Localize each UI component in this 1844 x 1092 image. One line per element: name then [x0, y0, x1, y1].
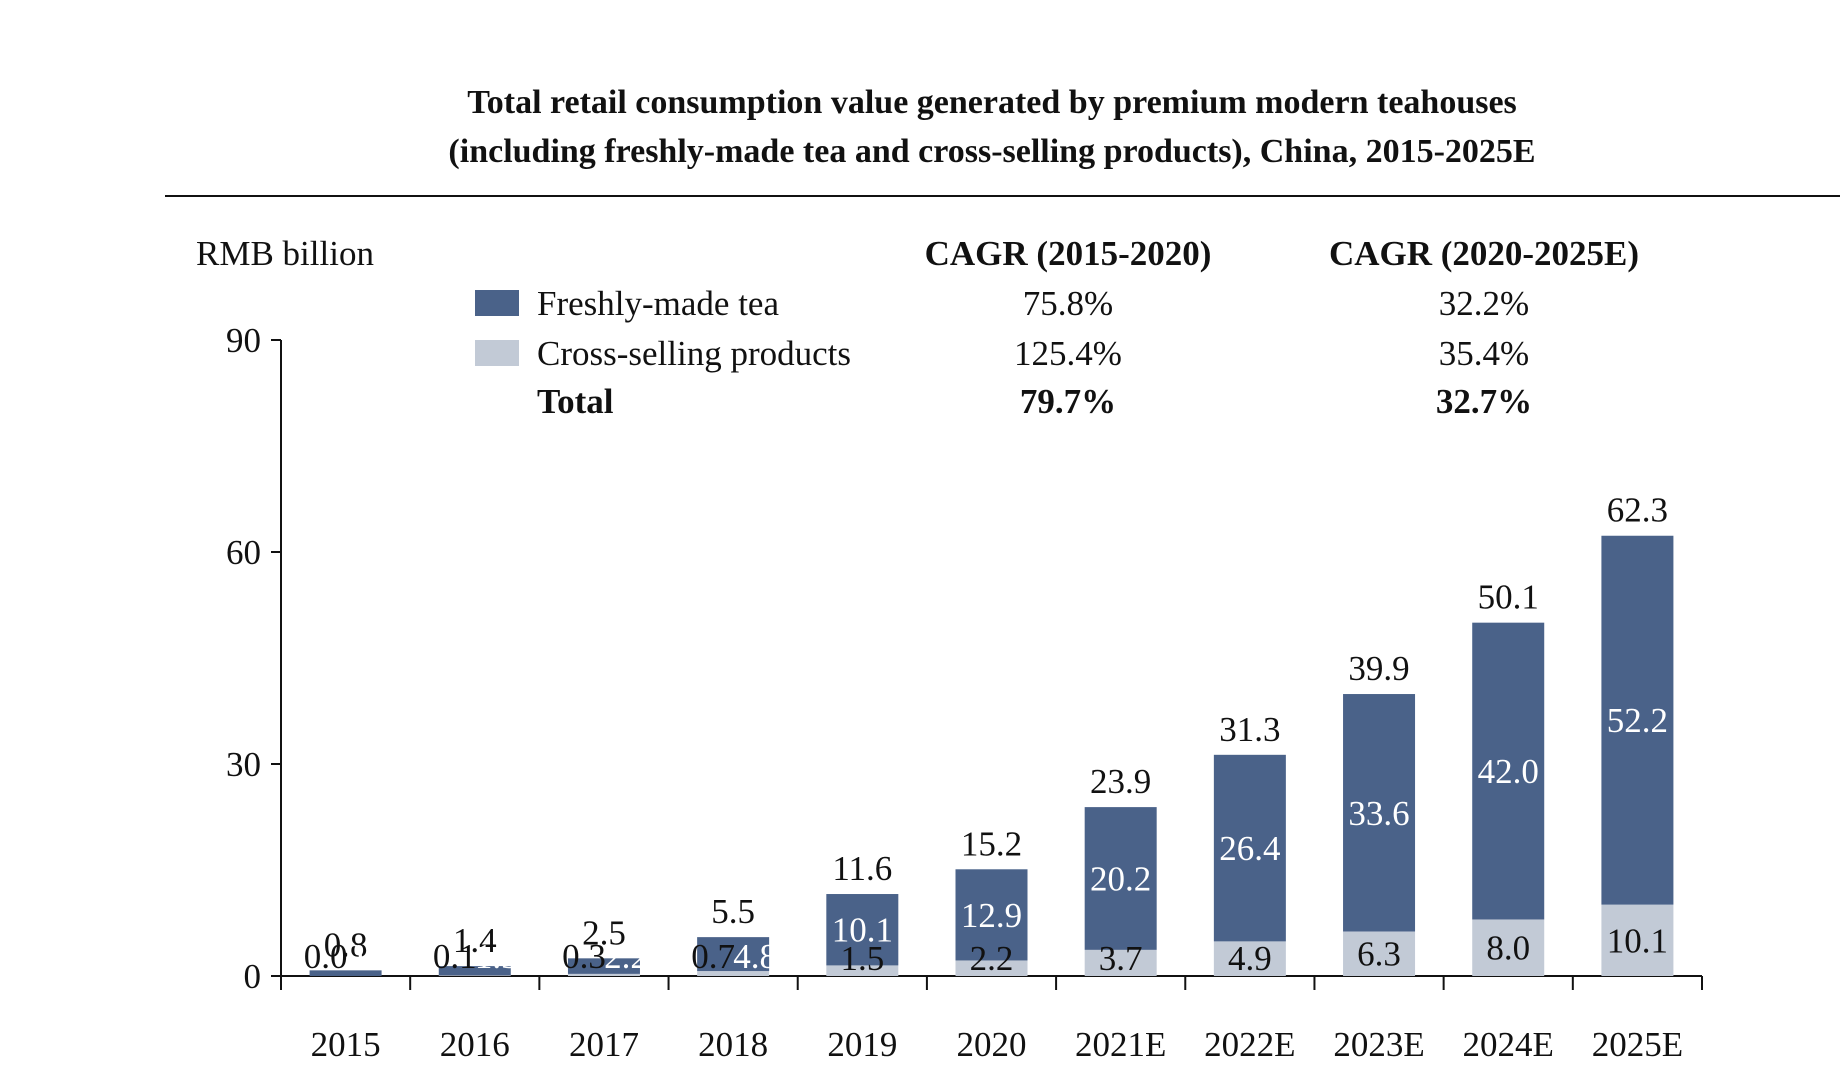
- total-label-2016: 1.4: [453, 921, 497, 960]
- tea-value-label-2021E: 20.2: [1090, 859, 1151, 898]
- chart-title-line1: Total retail consumption value generated…: [467, 84, 1517, 121]
- y-tick-label-60: 60: [226, 533, 261, 572]
- tea-value-label-2015: 0.8: [346, 937, 390, 976]
- total-label-2019: 11.6: [832, 849, 892, 888]
- unit-label: RMB billion: [196, 234, 374, 273]
- x-category-label-2015: 2015: [311, 1025, 381, 1064]
- bar-cross-2017: [567, 973, 640, 976]
- cagr-cross-2020-2025e: 35.4%: [1439, 334, 1529, 373]
- tea-value-label-2022E: 26.4: [1219, 829, 1280, 868]
- legend-label-freshly-made-tea: Freshly-made tea: [537, 284, 779, 323]
- bar-tea-2019: [826, 894, 899, 966]
- cross-value-label-2024E: 8.0: [1486, 929, 1530, 968]
- tea-value-label-2019: 10.1: [832, 911, 893, 950]
- bar-cross-2021E: [1084, 949, 1157, 976]
- legend-label-cross-selling-products: Cross-selling products: [537, 334, 851, 373]
- bar-tea-2023E: [1343, 694, 1416, 932]
- cross-value-label-2016: 0.1: [433, 937, 477, 976]
- tea-value-label-2017: 2.2: [604, 937, 648, 976]
- cross-value-label-2019: 1.5: [840, 939, 884, 978]
- tea-value-label-2020: 12.9: [961, 896, 1022, 935]
- cagr-total-2020-2025e: 32.7%: [1436, 382, 1532, 421]
- bar-tea-2022E: [1213, 754, 1286, 942]
- cross-value-label-2022E: 4.9: [1228, 939, 1272, 978]
- bar-tea-2018: [697, 937, 770, 972]
- cross-value-label-2018: 0.7: [691, 937, 735, 976]
- bars: 20150.80.00.820161.40.11.320172.50.32.22…: [304, 491, 1683, 1064]
- x-category-label-2021E: 2021E: [1075, 1025, 1166, 1064]
- cross-value-label-2020: 2.2: [970, 939, 1014, 978]
- bar-tea-2017: [567, 958, 640, 974]
- cagr-total-2015-2020: 79.7%: [1020, 382, 1116, 421]
- total-label-2023E: 39.9: [1348, 649, 1409, 688]
- total-label-2022E: 31.3: [1219, 710, 1280, 749]
- y-tick-label-0: 0: [244, 957, 262, 996]
- cross-value-label-2015: 0.0: [304, 937, 348, 976]
- cross-value-label-2017: 0.3: [562, 937, 606, 976]
- bar-tea-2025E: [1601, 535, 1674, 905]
- axes: 0 30 60 90: [226, 321, 1703, 996]
- x-category-label-2018: 2018: [698, 1025, 768, 1064]
- x-category-label-2017: 2017: [569, 1025, 639, 1064]
- cross-value-label-2025E: 10.1: [1607, 921, 1668, 960]
- tea-value-label-2024E: 42.0: [1478, 752, 1539, 791]
- bar-cross-2022E: [1213, 941, 1286, 976]
- bar-tea-2021E: [1084, 807, 1157, 950]
- tea-value-label-2023E: 33.6: [1348, 794, 1409, 833]
- y-tick-label-90: 90: [226, 321, 261, 360]
- bar-cross-2019: [826, 965, 899, 976]
- chart-title-line2: (including freshly-made tea and cross-se…: [448, 133, 1535, 170]
- tea-value-label-2018: 4.8: [733, 937, 777, 976]
- x-category-label-2016: 2016: [440, 1025, 510, 1064]
- cross-value-label-2023E: 6.3: [1357, 935, 1401, 974]
- bar-cross-2025E: [1601, 904, 1674, 976]
- cagr-tea-2020-2025e: 32.2%: [1439, 284, 1529, 323]
- bar-tea-2024E: [1472, 622, 1545, 920]
- cagr-tea-2015-2020: 75.8%: [1023, 284, 1113, 323]
- cagr-cross-2015-2020: 125.4%: [1014, 334, 1122, 373]
- total-label-2020: 15.2: [961, 824, 1022, 863]
- cagr-header-2020-2025e: CAGR (2020-2025E): [1329, 234, 1639, 273]
- y-tick-label-30: 30: [226, 745, 261, 784]
- total-label-2021E: 23.9: [1090, 762, 1151, 801]
- bar-tea-2016: [438, 966, 511, 976]
- legend-swatch-freshly-made-tea: [475, 290, 519, 316]
- bar-cross-2023E: [1343, 931, 1416, 976]
- x-category-label-2024E: 2024E: [1463, 1025, 1554, 1064]
- cagr-header-2015-2020: CAGR (2015-2020): [925, 234, 1212, 273]
- x-category-label-2022E: 2022E: [1204, 1025, 1295, 1064]
- total-label-2018: 5.5: [711, 892, 755, 931]
- tea-value-label-2025E: 52.2: [1607, 701, 1668, 740]
- legend-swatch-cross-selling-products: [475, 340, 519, 366]
- x-category-label-2025E: 2025E: [1592, 1025, 1683, 1064]
- bar-cross-2016: [438, 975, 511, 976]
- cross-value-label-2021E: 3.7: [1099, 939, 1143, 978]
- tea-value-label-2016: 1.3: [475, 937, 519, 976]
- bar-tea-2015: [309, 970, 382, 976]
- x-category-label-2019: 2019: [827, 1025, 897, 1064]
- x-category-label-2020: 2020: [957, 1025, 1027, 1064]
- bar-tea-2020: [955, 869, 1028, 961]
- total-label-2017: 2.5: [582, 913, 626, 952]
- bar-cross-2018: [697, 971, 770, 976]
- total-label-2025E: 62.3: [1607, 491, 1668, 530]
- legend-label-total: Total: [537, 382, 614, 421]
- total-label-2024E: 50.1: [1478, 578, 1539, 617]
- bar-cross-2020: [955, 960, 1028, 976]
- bar-cross-2024E: [1472, 919, 1545, 976]
- x-category-label-2023E: 2023E: [1333, 1025, 1424, 1064]
- total-label-2015: 0.8: [324, 925, 368, 964]
